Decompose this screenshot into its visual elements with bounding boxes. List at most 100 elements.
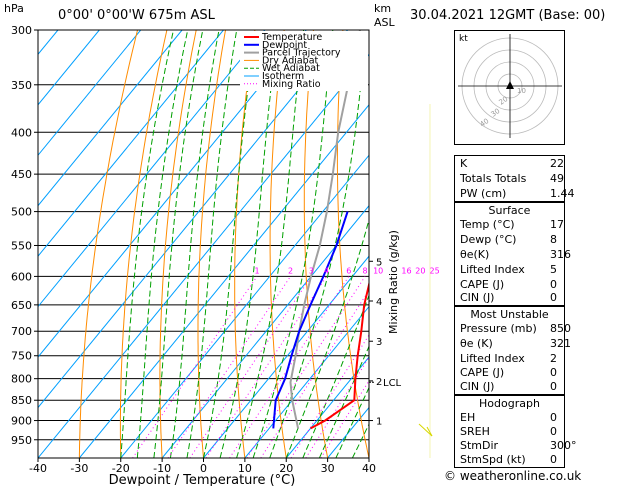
surface-value: 5 (550, 263, 557, 276)
hodo-value: 0 (550, 425, 557, 438)
pressure-tick-label: 450 (11, 168, 32, 181)
km-label: km (374, 2, 392, 15)
wet-adiabat-line (318, 345, 369, 458)
pressure-tick-label: 500 (11, 206, 32, 219)
legend-label: Mixing Ratio (262, 79, 321, 90)
temperature-tick-label: 0 (200, 462, 207, 475)
mixing-ratio-line (229, 276, 350, 458)
mu-label: θe (K) (460, 337, 493, 350)
dry-adiabat-line (303, 30, 329, 458)
credit-link[interactable]: © weatheronline.co.uk (444, 469, 582, 483)
skewt-chart: 3003504004505005506006507007508008509009… (11, 24, 440, 486)
wet-adiabat-line (285, 217, 369, 458)
mixing-ratio-label: 2 (288, 266, 293, 275)
temperature-tick-label: 10 (238, 462, 252, 475)
surface-label: θe(K) (460, 248, 490, 261)
surface-table: Surface Temp (°C) 17 Dewp (°C) 8 θe(K) 316 … (454, 202, 571, 306)
storm-motion-marker (506, 81, 514, 89)
mixing-ratio-line (320, 379, 369, 458)
most-unstable-title: Most Unstable (470, 308, 549, 321)
wet-adiabat-line (186, 30, 238, 458)
hodograph-ring-label: 20 (498, 95, 510, 107)
wet-adiabat-line (269, 30, 368, 458)
mu-label: Pressure (mb) (460, 322, 537, 335)
pressure-tick-label: 900 (11, 415, 32, 428)
surface-value: 316 (550, 248, 571, 261)
legend-label: Wet Adiabat (262, 63, 320, 74)
hodo-label: SREH (460, 425, 490, 438)
temperature-tick-label: -30 (70, 462, 88, 475)
temperature-tick-label: -40 (29, 462, 47, 475)
pressure-tick-label: 650 (11, 299, 32, 312)
dry-adiabat-line (159, 30, 197, 458)
wet-adiabat-line (219, 30, 279, 458)
height-tick-label: 5 (376, 257, 382, 268)
hpa-label: hPa (4, 2, 24, 15)
wet-adiabat-line (120, 30, 174, 458)
hodo-label: EH (460, 411, 476, 424)
height-tick-label: 3 (376, 337, 382, 348)
dry-adiabat-line (78, 30, 138, 458)
isotherm-line (285, 356, 369, 458)
mixing-ratio-label: 8 (363, 266, 368, 275)
hodograph-panel: kt 10 20 30 40 (454, 30, 565, 145)
height-tick-label: 2 (376, 377, 382, 388)
isotherm-line (38, 30, 142, 157)
wet-adiabat-line (153, 30, 204, 458)
hodograph-ring-label: 40 (479, 117, 491, 129)
surface-value: 0 (550, 278, 557, 291)
surface-value: 8 (550, 233, 557, 246)
legend-label: Temperature (261, 32, 322, 43)
isotherm-line (38, 30, 224, 257)
mu-label: Lifted Index (460, 352, 525, 365)
wet-adiabat-line (203, 30, 257, 458)
hodo-label: StmSpd (kt) (460, 453, 526, 466)
temperature-tick-label: 30 (321, 462, 335, 475)
legend-label: Parcel Trajectory (262, 48, 341, 59)
hodograph-ring-label: 30 (490, 107, 502, 119)
index-value: 1.44 (550, 187, 575, 200)
wet-adiabat-line (368, 456, 369, 458)
mixing-ratio-line (246, 276, 366, 458)
legend-label: Isotherm (262, 71, 304, 82)
mixing-ratio-label: 4 (324, 266, 329, 275)
mixing-ratio-axis-title: Mixing Ratio (g/kg) (387, 230, 400, 334)
pressure-tick-label: 350 (11, 79, 32, 92)
lcl-label: LCL (383, 378, 402, 389)
pressure-tick-label: 800 (11, 373, 32, 386)
wet-adiabat-line (236, 30, 305, 458)
mixing-ratio-label: 25 (430, 266, 440, 275)
temperature-tick-label: -10 (153, 462, 171, 475)
pressure-tick-label: 400 (11, 126, 32, 139)
wind-barb (418, 104, 433, 458)
temperature-tick-label: 40 (362, 462, 376, 475)
index-label: K (460, 157, 468, 170)
mu-value: 321 (550, 337, 571, 350)
pressure-tick-label: 700 (11, 325, 32, 338)
dewpoint-line (272, 211, 349, 429)
hodograph-plot: kt 10 20 30 40 (458, 34, 562, 138)
legend-label: Dewpoint (262, 40, 307, 51)
isotherm-line (38, 30, 100, 106)
surface-label: CAPE (J) (460, 278, 505, 291)
mixing-ratio-label: 1 (254, 266, 259, 275)
surface-title: Surface (488, 204, 531, 217)
isotherm-line (203, 255, 369, 458)
wet-adiabat-line (335, 386, 369, 458)
surface-label: Temp (°C) (460, 218, 515, 231)
temperature-line (310, 280, 369, 430)
wet-adiabat-line (252, 30, 334, 458)
surface-label: CIN (J) (460, 291, 495, 304)
isotherm-line (368, 457, 369, 458)
isotherm-line (244, 305, 369, 458)
pressure-tick-label: 600 (11, 270, 32, 283)
height-tick-label: 4 (376, 297, 382, 308)
pressure-tick-label: 300 (11, 24, 32, 37)
isotherm-line (38, 30, 183, 207)
hodo-value: 0 (550, 453, 557, 466)
mixing-ratio-label: 10 (373, 266, 383, 275)
mixing-ratio-label: 20 (415, 266, 425, 275)
mu-label: CIN (J) (460, 380, 495, 393)
surface-label: Dewp (°C) (460, 233, 517, 246)
